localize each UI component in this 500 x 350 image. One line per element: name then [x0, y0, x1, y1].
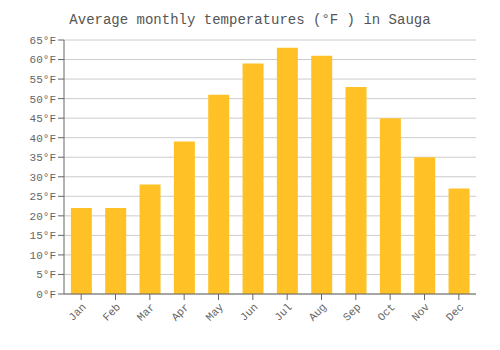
- svg-text:Aug: Aug: [307, 301, 329, 323]
- svg-text:Jan: Jan: [66, 301, 88, 323]
- svg-text:65°F: 65°F: [30, 35, 56, 47]
- svg-text:Apr: Apr: [169, 301, 191, 323]
- html-text:Average monthly temperatures (: Average monthly temperatures (°F ) in Sa…: [69, 12, 431, 28]
- svg-text:60°F: 60°F: [30, 54, 56, 66]
- svg-text:Oct: Oct: [375, 301, 397, 323]
- svg-text:Jun: Jun: [238, 301, 260, 323]
- svg-text:45°F: 45°F: [30, 113, 56, 125]
- svg-text:55°F: 55°F: [30, 74, 56, 86]
- svg-text:Jul: Jul: [272, 301, 294, 323]
- svg-text:50°F: 50°F: [30, 94, 56, 106]
- svg-text:Nov: Nov: [410, 301, 433, 324]
- svg-text:35°F: 35°F: [30, 152, 56, 164]
- svg-text:5°F: 5°F: [36, 269, 56, 281]
- svg-text:Sep: Sep: [341, 301, 363, 323]
- svg-text:15°F: 15°F: [30, 230, 56, 242]
- svg-text:20°F: 20°F: [30, 211, 56, 223]
- svg-text:Dec: Dec: [444, 301, 466, 323]
- svg-text:May: May: [204, 301, 227, 324]
- svg-text:40°F: 40°F: [30, 133, 56, 145]
- svg-text:25°F: 25°F: [30, 191, 56, 203]
- svg-text:0°F: 0°F: [36, 289, 56, 301]
- svg-text:10°F: 10°F: [30, 250, 56, 262]
- svg-text:Mar: Mar: [135, 301, 157, 323]
- svg-text:30°F: 30°F: [30, 172, 56, 184]
- svg-text:Feb: Feb: [101, 301, 123, 323]
